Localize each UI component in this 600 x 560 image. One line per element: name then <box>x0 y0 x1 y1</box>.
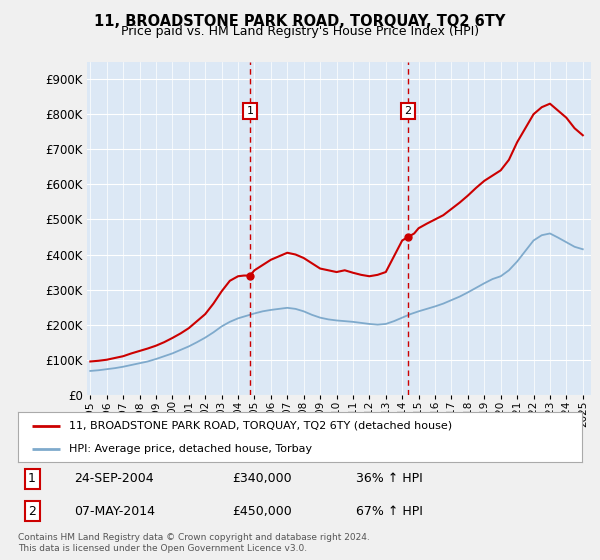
Text: 24-SEP-2004: 24-SEP-2004 <box>74 473 154 486</box>
Text: 1: 1 <box>247 106 254 116</box>
Text: 1: 1 <box>28 473 36 486</box>
Text: 11, BROADSTONE PARK ROAD, TORQUAY, TQ2 6TY: 11, BROADSTONE PARK ROAD, TORQUAY, TQ2 6… <box>94 14 506 29</box>
Text: 2: 2 <box>28 505 36 517</box>
Text: 36% ↑ HPI: 36% ↑ HPI <box>356 473 423 486</box>
Text: £340,000: £340,000 <box>232 473 292 486</box>
Text: 2: 2 <box>404 106 412 116</box>
Text: Price paid vs. HM Land Registry's House Price Index (HPI): Price paid vs. HM Land Registry's House … <box>121 25 479 38</box>
Text: 07-MAY-2014: 07-MAY-2014 <box>74 505 155 517</box>
Text: 67% ↑ HPI: 67% ↑ HPI <box>356 505 423 517</box>
Text: HPI: Average price, detached house, Torbay: HPI: Average price, detached house, Torb… <box>69 445 312 454</box>
Text: £450,000: £450,000 <box>232 505 292 517</box>
Text: Contains HM Land Registry data © Crown copyright and database right 2024.
This d: Contains HM Land Registry data © Crown c… <box>18 533 370 553</box>
Text: 11, BROADSTONE PARK ROAD, TORQUAY, TQ2 6TY (detached house): 11, BROADSTONE PARK ROAD, TORQUAY, TQ2 6… <box>69 421 452 431</box>
